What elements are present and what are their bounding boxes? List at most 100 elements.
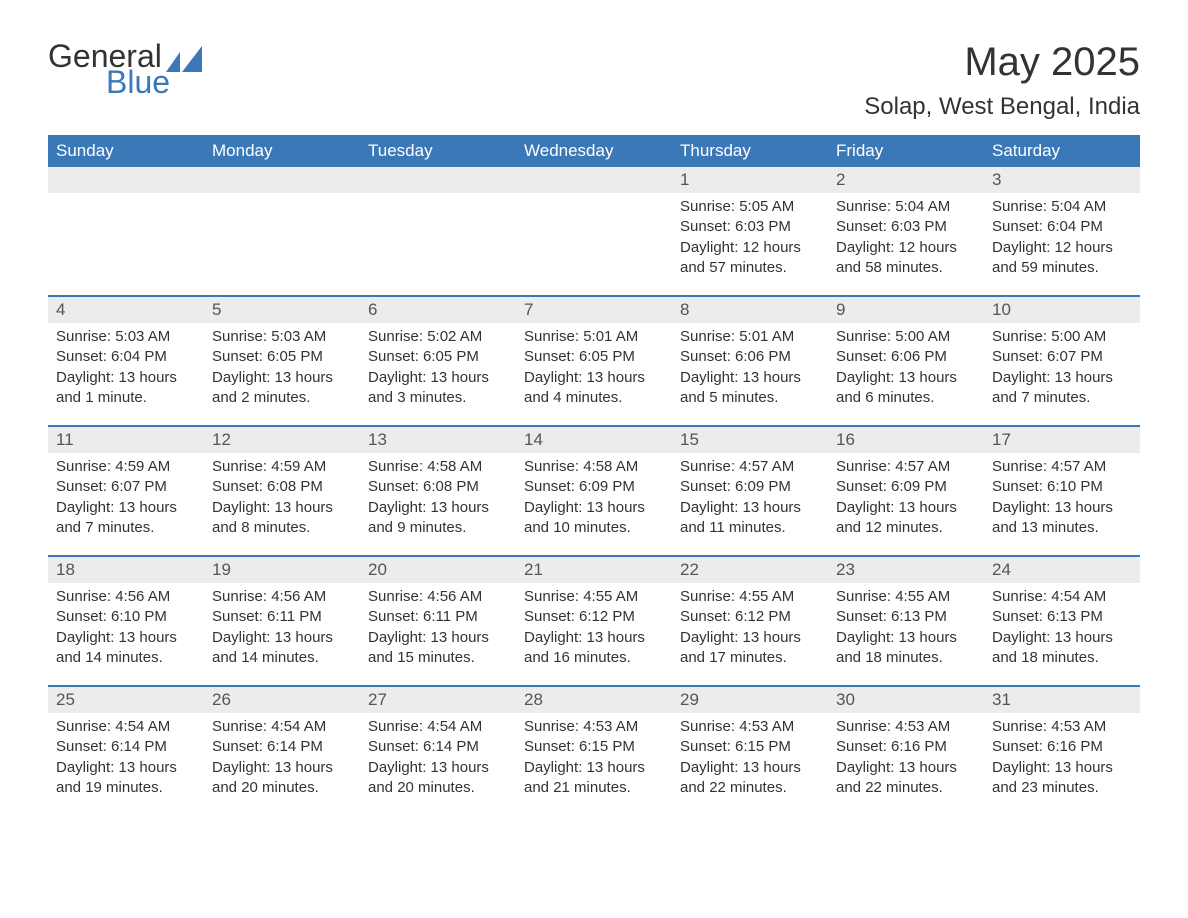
sunset-line: Sunset: 6:10 PM	[992, 477, 1132, 497]
sunset-line: Sunset: 6:07 PM	[992, 347, 1132, 367]
daylight-line: Daylight: 12 hours and 58 minutes.	[836, 238, 976, 279]
sunrise-line: Sunrise: 4:56 AM	[56, 587, 196, 607]
day-number: 21	[516, 557, 672, 583]
sunset-line: Sunset: 6:05 PM	[524, 347, 664, 367]
weekday-header: Friday	[828, 135, 984, 167]
day-cell: 9Sunrise: 5:00 AMSunset: 6:06 PMDaylight…	[828, 297, 984, 425]
daylight-line: Daylight: 13 hours and 5 minutes.	[680, 368, 820, 409]
day-cell: 2Sunrise: 5:04 AMSunset: 6:03 PMDaylight…	[828, 167, 984, 295]
day-body: Sunrise: 5:02 AMSunset: 6:05 PMDaylight:…	[360, 323, 516, 414]
day-cell: 13Sunrise: 4:58 AMSunset: 6:08 PMDayligh…	[360, 427, 516, 555]
day-number: 14	[516, 427, 672, 453]
week-row: 25Sunrise: 4:54 AMSunset: 6:14 PMDayligh…	[48, 685, 1140, 815]
day-number	[204, 167, 360, 193]
sunrise-line: Sunrise: 5:02 AM	[368, 327, 508, 347]
sunset-line: Sunset: 6:11 PM	[368, 607, 508, 627]
brand-text-blue: Blue	[106, 66, 206, 98]
sunset-line: Sunset: 6:14 PM	[368, 737, 508, 757]
day-cell: 5Sunrise: 5:03 AMSunset: 6:05 PMDaylight…	[204, 297, 360, 425]
sunset-line: Sunset: 6:09 PM	[680, 477, 820, 497]
sunset-line: Sunset: 6:08 PM	[212, 477, 352, 497]
day-body: Sunrise: 4:57 AMSunset: 6:09 PMDaylight:…	[828, 453, 984, 544]
day-body: Sunrise: 4:54 AMSunset: 6:14 PMDaylight:…	[204, 713, 360, 804]
day-number: 28	[516, 687, 672, 713]
sunrise-line: Sunrise: 4:53 AM	[680, 717, 820, 737]
week-row: 1Sunrise: 5:05 AMSunset: 6:03 PMDaylight…	[48, 167, 1140, 295]
day-body: Sunrise: 4:56 AMSunset: 6:11 PMDaylight:…	[204, 583, 360, 674]
day-body: Sunrise: 4:53 AMSunset: 6:15 PMDaylight:…	[672, 713, 828, 804]
day-cell: 28Sunrise: 4:53 AMSunset: 6:15 PMDayligh…	[516, 687, 672, 815]
sunset-line: Sunset: 6:03 PM	[680, 217, 820, 237]
sunset-line: Sunset: 6:16 PM	[836, 737, 976, 757]
day-number: 15	[672, 427, 828, 453]
day-number	[516, 167, 672, 193]
sunrise-line: Sunrise: 4:53 AM	[836, 717, 976, 737]
daylight-line: Daylight: 13 hours and 4 minutes.	[524, 368, 664, 409]
day-number	[360, 167, 516, 193]
daylight-line: Daylight: 13 hours and 22 minutes.	[680, 758, 820, 799]
sunset-line: Sunset: 6:12 PM	[524, 607, 664, 627]
day-number: 12	[204, 427, 360, 453]
daylight-line: Daylight: 13 hours and 14 minutes.	[56, 628, 196, 669]
day-cell: 19Sunrise: 4:56 AMSunset: 6:11 PMDayligh…	[204, 557, 360, 685]
brand-logo: General Blue	[48, 40, 206, 98]
day-body: Sunrise: 4:59 AMSunset: 6:07 PMDaylight:…	[48, 453, 204, 544]
sunset-line: Sunset: 6:14 PM	[212, 737, 352, 757]
sunset-line: Sunset: 6:11 PM	[212, 607, 352, 627]
sunrise-line: Sunrise: 4:54 AM	[992, 587, 1132, 607]
day-body: Sunrise: 5:00 AMSunset: 6:06 PMDaylight:…	[828, 323, 984, 414]
calendar-page: General Blue May 2025 Solap, West Bengal…	[0, 0, 1188, 845]
sunset-line: Sunset: 6:04 PM	[56, 347, 196, 367]
day-body: Sunrise: 5:00 AMSunset: 6:07 PMDaylight:…	[984, 323, 1140, 414]
day-cell: 16Sunrise: 4:57 AMSunset: 6:09 PMDayligh…	[828, 427, 984, 555]
weekday-header: Tuesday	[360, 135, 516, 167]
day-number: 26	[204, 687, 360, 713]
daylight-line: Daylight: 13 hours and 15 minutes.	[368, 628, 508, 669]
day-number: 6	[360, 297, 516, 323]
day-body: Sunrise: 5:01 AMSunset: 6:05 PMDaylight:…	[516, 323, 672, 414]
day-cell: 4Sunrise: 5:03 AMSunset: 6:04 PMDaylight…	[48, 297, 204, 425]
sunrise-line: Sunrise: 5:00 AM	[992, 327, 1132, 347]
weekday-header-row: SundayMondayTuesdayWednesdayThursdayFrid…	[48, 135, 1140, 167]
sunrise-line: Sunrise: 5:03 AM	[212, 327, 352, 347]
daylight-line: Daylight: 13 hours and 16 minutes.	[524, 628, 664, 669]
day-body: Sunrise: 5:05 AMSunset: 6:03 PMDaylight:…	[672, 193, 828, 284]
day-body: Sunrise: 4:54 AMSunset: 6:13 PMDaylight:…	[984, 583, 1140, 674]
sunrise-line: Sunrise: 4:57 AM	[680, 457, 820, 477]
day-number: 4	[48, 297, 204, 323]
sunrise-line: Sunrise: 4:55 AM	[836, 587, 976, 607]
day-body: Sunrise: 5:04 AMSunset: 6:04 PMDaylight:…	[984, 193, 1140, 284]
sunrise-line: Sunrise: 4:55 AM	[680, 587, 820, 607]
day-cell: 11Sunrise: 4:59 AMSunset: 6:07 PMDayligh…	[48, 427, 204, 555]
location-title: Solap, West Bengal, India	[864, 93, 1140, 121]
daylight-line: Daylight: 13 hours and 18 minutes.	[992, 628, 1132, 669]
day-body: Sunrise: 4:57 AMSunset: 6:10 PMDaylight:…	[984, 453, 1140, 544]
daylight-line: Daylight: 13 hours and 13 minutes.	[992, 498, 1132, 539]
day-number: 17	[984, 427, 1140, 453]
day-number: 18	[48, 557, 204, 583]
sunset-line: Sunset: 6:04 PM	[992, 217, 1132, 237]
day-body: Sunrise: 4:55 AMSunset: 6:12 PMDaylight:…	[516, 583, 672, 674]
sunset-line: Sunset: 6:06 PM	[836, 347, 976, 367]
daylight-line: Daylight: 13 hours and 17 minutes.	[680, 628, 820, 669]
weekday-header: Sunday	[48, 135, 204, 167]
day-cell: 1Sunrise: 5:05 AMSunset: 6:03 PMDaylight…	[672, 167, 828, 295]
daylight-line: Daylight: 13 hours and 14 minutes.	[212, 628, 352, 669]
sunrise-line: Sunrise: 5:05 AM	[680, 197, 820, 217]
daylight-line: Daylight: 12 hours and 57 minutes.	[680, 238, 820, 279]
month-title: May 2025	[864, 40, 1140, 85]
daylight-line: Daylight: 12 hours and 59 minutes.	[992, 238, 1132, 279]
day-cell: 7Sunrise: 5:01 AMSunset: 6:05 PMDaylight…	[516, 297, 672, 425]
day-cell: 22Sunrise: 4:55 AMSunset: 6:12 PMDayligh…	[672, 557, 828, 685]
day-number	[48, 167, 204, 193]
daylight-line: Daylight: 13 hours and 8 minutes.	[212, 498, 352, 539]
sunset-line: Sunset: 6:14 PM	[56, 737, 196, 757]
day-body: Sunrise: 5:03 AMSunset: 6:04 PMDaylight:…	[48, 323, 204, 414]
daylight-line: Daylight: 13 hours and 18 minutes.	[836, 628, 976, 669]
sunset-line: Sunset: 6:03 PM	[836, 217, 976, 237]
day-body: Sunrise: 5:03 AMSunset: 6:05 PMDaylight:…	[204, 323, 360, 414]
sunrise-line: Sunrise: 4:57 AM	[992, 457, 1132, 477]
day-cell	[360, 167, 516, 295]
daylight-line: Daylight: 13 hours and 19 minutes.	[56, 758, 196, 799]
daylight-line: Daylight: 13 hours and 11 minutes.	[680, 498, 820, 539]
